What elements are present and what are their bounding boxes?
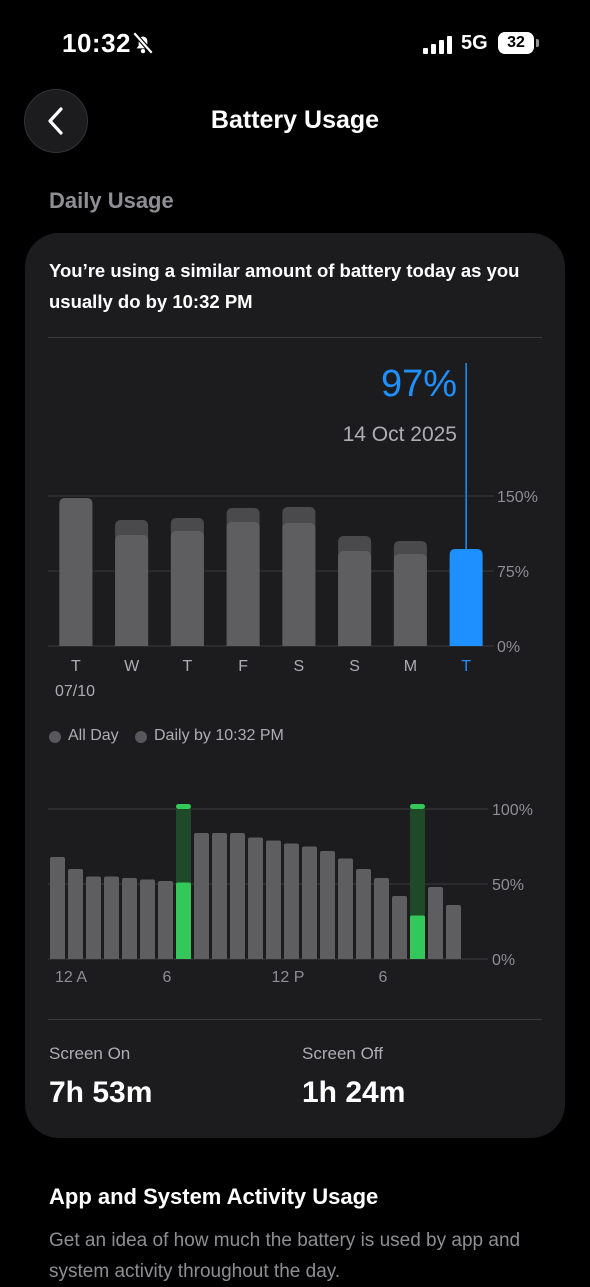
x-tick-sublabel: 07/10 [55,683,95,700]
x-tick-label: 12 P [272,969,305,986]
bar-hour [104,876,119,959]
cellular-signal-icon [423,36,452,54]
y-tick-label: 0% [497,639,520,656]
bar-charging [176,882,191,959]
x-tick-label: 6 [379,969,388,986]
x-tick-label: T [461,658,471,675]
legend-all-day-dot [49,731,61,743]
divider [48,1019,542,1020]
selected-date: 14 Oct 2025 [342,423,457,446]
selected-percentage: 97% [380,363,457,405]
back-button[interactable] [24,89,88,153]
bar-hour [122,878,137,959]
page-title: Battery Usage [210,106,380,134]
bar-daily-by [59,498,93,646]
bar-daily-by [338,551,372,646]
activity-section-title: App and System Activity Usage [49,1184,379,1209]
bar-charging [410,915,425,959]
screen-off-value: 1h 24m [302,1076,406,1109]
hourly-battery-chart[interactable]: 100% 50% 0% 12 A 6 12 P 6 [25,773,565,993]
bar-hour [86,876,101,959]
x-tick-label: 12 A [55,969,87,986]
bar-hour [356,869,371,959]
bar-hour [428,887,443,959]
chevron-left-icon [48,107,63,135]
legend-daily-by-dot [135,731,147,743]
legend-all-day: All Day [68,727,119,744]
y-tick-label: 100% [492,802,533,819]
battery-icon: 32 [498,32,534,54]
bar-hour [158,881,173,959]
x-tick-label: T [71,658,81,675]
bar-hour [392,896,407,959]
status-time: 10:32 [62,28,131,58]
bar-hour [230,833,245,959]
bar-hour [50,857,65,959]
screen-on-value: 7h 53m [49,1076,153,1109]
y-tick-label: 50% [492,877,524,894]
daily-usage-chart[interactable]: 150% 75% 0% T W T F S S M T 07/10 [25,233,565,713]
x-tick-label: 6 [163,969,172,986]
bar-daily-by [170,531,204,646]
section-title-daily-usage: Daily Usage [49,188,174,213]
charging-indicator [176,804,191,809]
bar-hour [248,837,263,959]
network-type: 5G [461,32,488,54]
bar-daily-by [226,522,260,646]
usage-summary: You’re using a similar amount of battery… [49,260,520,312]
x-tick-label: S [294,658,305,675]
daily-usage-card: You’re using a similar amount of battery… [25,233,565,1138]
bar-hour [68,869,83,959]
bar-daily-by [282,523,316,646]
bar-daily-by [115,535,149,646]
x-tick-label: M [404,658,417,675]
x-tick-label: T [182,658,192,675]
bar-hour [302,846,317,959]
x-tick-label: W [124,658,140,675]
bar-selected [449,549,483,646]
y-tick-label: 0% [492,952,515,969]
bar-hour [212,833,227,959]
y-tick-label: 150% [497,489,538,506]
bar-hour [374,878,389,959]
divider [48,337,542,338]
bar-hour [284,843,299,959]
bar-hour [194,833,209,959]
screen-on-label: Screen On [49,1044,131,1063]
battery-nub [536,39,539,47]
legend-daily-by: Daily by 10:32 PM [154,727,284,744]
bar-hour [320,851,335,959]
screen-off-label: Screen Off [302,1044,383,1063]
x-tick-label: F [238,658,248,675]
bar-daily-by [393,554,427,646]
status-bar: 10:32 5G 32 [0,0,590,90]
x-tick-label: S [349,658,360,675]
activity-description: Get an idea of how much the battery is u… [49,1230,521,1282]
bar-hour [266,840,281,959]
bar-hour [140,879,155,959]
charging-indicator [410,804,425,809]
y-tick-label: 75% [497,564,529,581]
bar-hour [338,858,353,959]
bell-slash-icon [132,31,154,55]
bar-hour [446,905,461,959]
